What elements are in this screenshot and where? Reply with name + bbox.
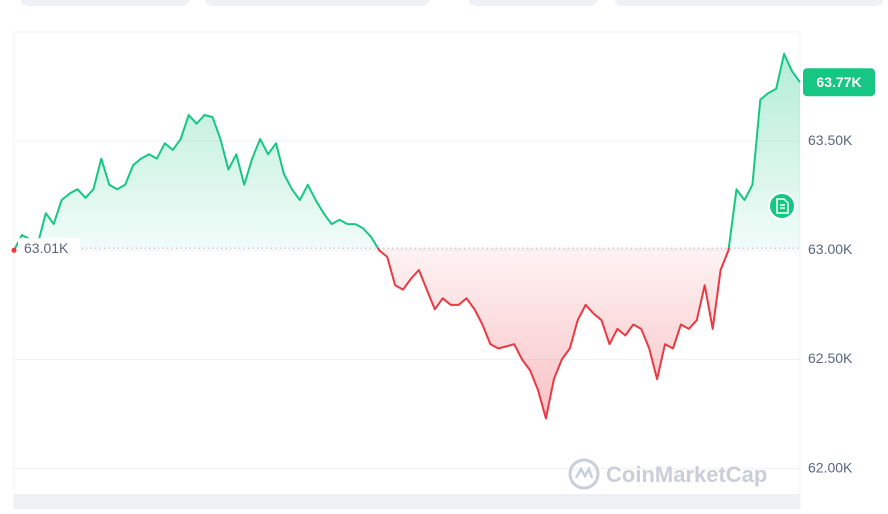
tab[interactable] xyxy=(614,0,884,6)
y-tick-label: 63.50K xyxy=(808,132,853,148)
start-dot xyxy=(11,247,17,253)
price-line xyxy=(13,52,801,420)
note-glyph xyxy=(776,198,789,214)
last-price-badge xyxy=(803,68,875,97)
watermark-logo xyxy=(568,458,600,490)
volume-strip xyxy=(14,494,800,509)
watermark: CoinMarketCap xyxy=(606,462,767,487)
last-price-label: 63.77K xyxy=(816,74,861,90)
tab[interactable] xyxy=(468,0,598,6)
y-tick-label: 63.00K xyxy=(808,241,853,257)
baseline-label-bg xyxy=(18,238,80,259)
y-tick-label: 62.00K xyxy=(808,459,853,475)
baseline-label: 63.01K xyxy=(24,240,69,256)
tab[interactable] xyxy=(20,0,190,6)
tab[interactable] xyxy=(205,0,430,6)
price-area xyxy=(14,53,800,419)
watermark-logo-mark xyxy=(574,465,594,479)
y-tick-label: 62.50K xyxy=(808,350,853,366)
note-icon[interactable] xyxy=(768,192,796,220)
